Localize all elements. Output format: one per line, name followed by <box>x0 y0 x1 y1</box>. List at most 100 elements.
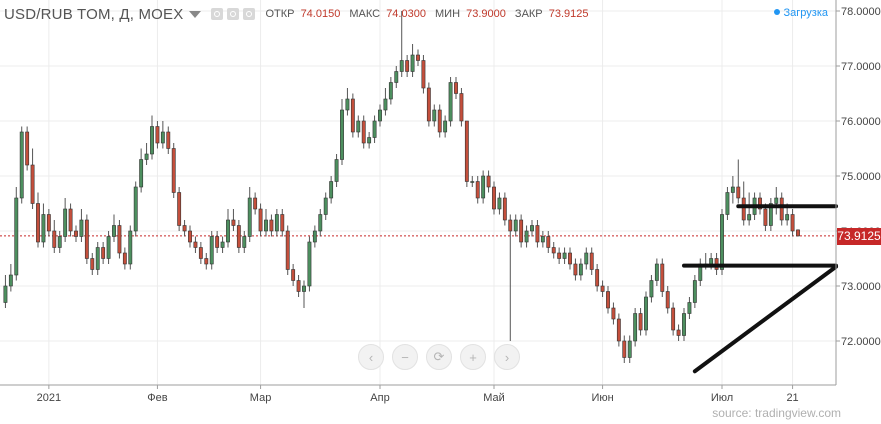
x-tick-label: Апр <box>370 392 389 404</box>
candle-body <box>226 219 230 243</box>
candle-body <box>14 197 19 276</box>
settings-icon[interactable] <box>227 8 240 20</box>
candle-body <box>63 208 68 237</box>
candle-body <box>416 54 420 61</box>
candle-body <box>101 247 106 259</box>
chevron-left-icon[interactable]: ‹ <box>358 344 384 370</box>
candle-body <box>589 252 594 270</box>
candle-body <box>198 247 203 259</box>
candle-body <box>90 258 95 270</box>
candle-body <box>345 98 350 111</box>
y-tick-label: 78.0000 <box>841 6 881 18</box>
candle-body <box>796 229 800 237</box>
candle-body <box>139 159 144 188</box>
zoom-in-icon[interactable]: + <box>460 344 486 370</box>
candle-body <box>74 230 78 237</box>
candle-body <box>236 225 241 248</box>
candle-body <box>269 219 274 232</box>
x-tick-label: Июн <box>591 392 613 404</box>
candle-body <box>638 313 643 331</box>
candle-body <box>258 208 263 232</box>
candle-body <box>720 214 724 270</box>
candle-body <box>84 219 89 259</box>
candle-body <box>356 120 361 133</box>
candle-body <box>600 285 605 292</box>
candle-body <box>274 214 279 232</box>
candle-body <box>193 241 198 248</box>
candle-body <box>329 181 334 199</box>
candle-body <box>334 159 339 182</box>
y-tick-label: 75.0000 <box>841 171 881 183</box>
candle-body <box>508 219 513 232</box>
candle-body <box>122 252 127 265</box>
candle-body <box>52 230 57 248</box>
candle-body <box>46 214 51 232</box>
candle-body <box>133 186 138 232</box>
candle-body <box>709 258 714 265</box>
candle-body <box>36 203 40 243</box>
candle-body <box>150 126 154 155</box>
candle-body <box>687 302 692 314</box>
chevron-right-icon[interactable]: › <box>494 344 520 370</box>
candle-body <box>426 87 431 122</box>
candle-body <box>302 285 306 292</box>
candle-body <box>475 181 480 199</box>
candle-body <box>530 225 534 232</box>
x-tick-label: Мар <box>250 392 272 404</box>
candle-body <box>568 252 572 265</box>
x-tick-label: Фев <box>147 392 167 404</box>
x-tick-label: 21 <box>786 392 798 404</box>
candle-body <box>106 236 111 259</box>
candle-body <box>497 197 502 210</box>
candle-body <box>30 164 35 204</box>
candle-body <box>25 131 30 166</box>
candle-body <box>399 60 404 72</box>
candle-body <box>535 225 540 243</box>
candle-body <box>3 285 8 303</box>
candle-body <box>519 219 524 243</box>
x-tick-label: 2021 <box>37 392 61 404</box>
open-label: ОТКР <box>265 8 295 20</box>
loading-dot-icon <box>773 9 780 15</box>
candle-body <box>730 186 735 193</box>
y-tick-label: 77.0000 <box>841 61 881 73</box>
candle-body <box>470 181 475 183</box>
candle-body <box>736 186 741 199</box>
close-icon[interactable] <box>243 8 256 20</box>
candle-body <box>307 241 312 287</box>
candle-body <box>280 214 285 232</box>
close-label: ЗАКР <box>514 8 543 20</box>
candle-body <box>682 313 686 336</box>
chevron-down-icon[interactable] <box>189 10 202 18</box>
close-value: 73.9125 <box>548 8 589 20</box>
candle-body <box>215 236 220 248</box>
candle-body <box>220 241 225 248</box>
x-tick-label: Июл <box>711 392 733 404</box>
open-value: 74.0150 <box>300 8 341 20</box>
y-tick-label: 76.0000 <box>841 116 881 128</box>
eye-icon[interactable] <box>211 8 224 20</box>
candle-body <box>622 340 627 358</box>
candle-body <box>616 318 621 342</box>
symbol-title[interactable]: USD/RUB TOM, Д, MOEX <box>4 5 184 23</box>
candle-body <box>155 126 160 144</box>
candle-body <box>758 197 762 210</box>
zoom-out-icon[interactable]: − <box>392 344 418 370</box>
candle-body <box>513 219 518 232</box>
candle-body <box>41 214 46 243</box>
candle-body <box>633 313 638 342</box>
candle-body <box>432 109 437 122</box>
candle-body <box>654 263 659 281</box>
candle-body <box>557 252 562 259</box>
reset-icon[interactable]: ⟳ <box>426 344 452 370</box>
candle-body <box>644 296 648 331</box>
candle-body <box>779 197 784 221</box>
candle-body <box>182 225 187 232</box>
candle-body <box>171 148 176 193</box>
candle-body <box>188 230 192 243</box>
candle-body <box>502 197 507 221</box>
candle-body <box>665 291 670 309</box>
high-label: МАКС <box>349 8 381 20</box>
ohlc-values: ОТКР 74.0150 МАКС 74.0300 МИН 73.9000 ЗА… <box>265 8 594 20</box>
